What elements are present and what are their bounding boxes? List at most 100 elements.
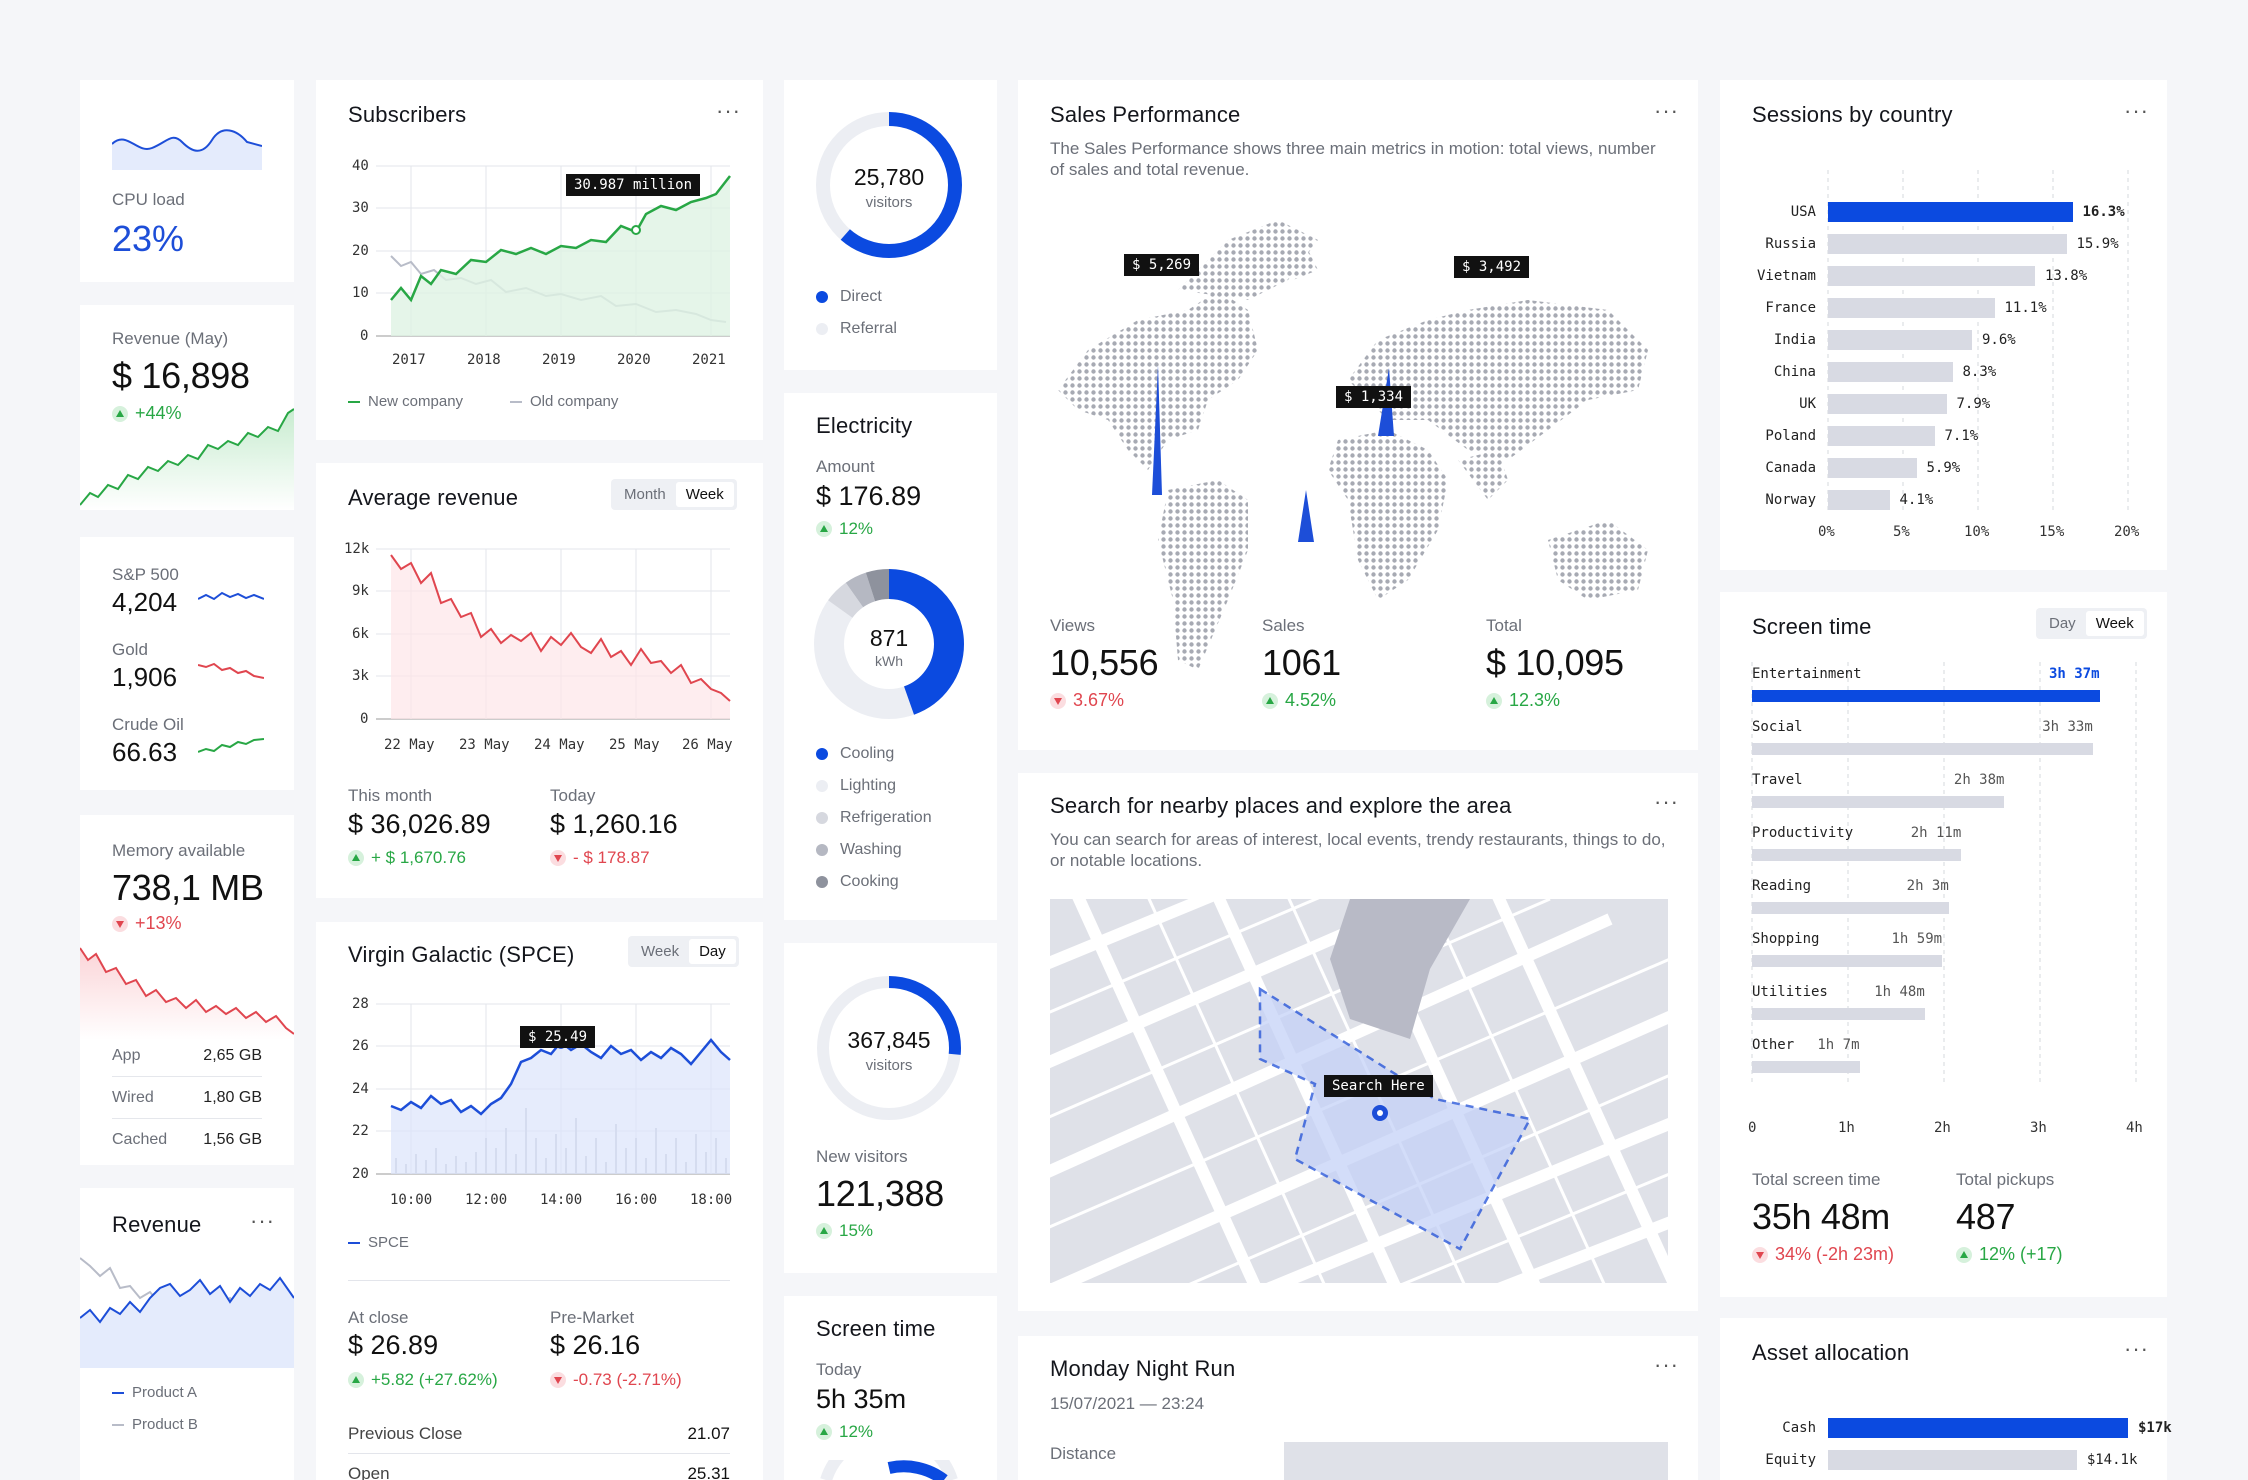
bar-value: 3h 33m	[2042, 719, 2093, 735]
cpu-card: CPU load 23%	[80, 80, 294, 282]
arrow-up-icon	[1486, 692, 1502, 709]
more-icon[interactable]: ···	[716, 98, 741, 123]
new-visitors-change: 15%	[816, 1221, 873, 1241]
world-map	[1058, 220, 1648, 670]
bar-value: 2h 3m	[1906, 878, 1949, 894]
bar-label: Canada	[1765, 460, 1816, 476]
x-tick: 2h	[1934, 1120, 1951, 1136]
y-tick: 40	[352, 158, 369, 174]
search-area-card: Search for nearby places and explore the…	[1018, 773, 1698, 1311]
views-label: Views	[1050, 616, 1096, 635]
bar	[1828, 202, 2073, 222]
row-value: 2,65 GB	[203, 1047, 262, 1064]
arrow-up-icon	[1262, 692, 1278, 709]
bar-value: 7.9%	[1956, 396, 1991, 412]
total-screen-time-label: Total screen time	[1752, 1170, 1881, 1189]
row-value: 1,56 GB	[203, 1131, 262, 1148]
oil-sparkline	[198, 738, 264, 753]
x-tick: 12:00	[465, 1192, 508, 1208]
bar-value: 16.3%	[2082, 204, 2125, 220]
tab-week[interactable]: Week	[675, 482, 734, 507]
screen-time-donut	[820, 1460, 958, 1480]
bar	[1752, 690, 2100, 702]
market-label-sp: S&P 500	[112, 565, 179, 584]
bar-label: Utilities	[1752, 984, 1828, 1000]
markets-card: S&P 500 4,204 Gold 1,906 Crude Oil 66.63	[80, 537, 294, 790]
bar-label: Other	[1752, 1037, 1795, 1053]
y-tick: 12k	[344, 541, 370, 557]
this-month-value: $ 36,026.89	[348, 809, 491, 839]
bar-value: 4.1%	[1899, 492, 1934, 508]
bar-value: $14.1k	[2086, 1452, 2138, 1468]
total-change: 12.3%	[1486, 690, 1560, 711]
bar	[1828, 234, 2067, 254]
screen-time-card: Screen time Day Week Entertainment 3h 37m…	[1720, 592, 2167, 1297]
more-icon[interactable]: ···	[1654, 98, 1679, 123]
more-icon[interactable]: ···	[1654, 1352, 1679, 1377]
virgin-title: Virgin Galactic (SPCE)	[348, 942, 575, 967]
row-value: 25.31	[687, 1464, 730, 1480]
average-revenue-card: Average revenue Month Week 12k 9k 6k 3k …	[316, 463, 763, 898]
change-text: +13%	[135, 913, 182, 933]
new-visitors-card: 367,845 visitors New visitors 121,388 15…	[784, 943, 997, 1273]
bar-value: 7.1%	[1944, 428, 1979, 444]
row-label: Previous Close	[348, 1424, 463, 1443]
y-tick: 20	[352, 1166, 369, 1182]
change-text: +44%	[135, 403, 182, 423]
bar-label: Cash	[1782, 1420, 1816, 1436]
row-value: 1,80 GB	[203, 1089, 262, 1106]
open-row: Open 25.31	[348, 1456, 730, 1480]
virgin-tooltip: $ 25.49	[520, 1026, 596, 1048]
bar	[1828, 394, 1947, 414]
tab-week[interactable]: Week	[2085, 611, 2144, 636]
bar-value: 11.1%	[2004, 300, 2047, 316]
x-tick: 23 May	[459, 737, 510, 753]
legend-spce: SPCE	[348, 1234, 409, 1251]
y-tick: 0	[360, 711, 369, 727]
tab-day[interactable]: Day	[2049, 615, 2076, 632]
at-close-change: +5.82 (+27.62%)	[348, 1370, 498, 1390]
x-tick: 10:00	[390, 1192, 433, 1208]
electricity-title: Electricity	[816, 413, 913, 438]
divider	[348, 1280, 730, 1281]
sales-value: 1061	[1262, 642, 1341, 683]
bar-value: 2h 11m	[1910, 825, 1962, 841]
search-description: You can search for areas of interest, lo…	[1050, 830, 1666, 870]
electricity-donut	[814, 569, 964, 719]
arrow-up-icon	[112, 405, 128, 422]
new-visitors-label: New visitors	[816, 1147, 908, 1166]
legend-old-company: Old company	[510, 393, 618, 410]
revenue-may-value: $ 16,898	[112, 355, 250, 396]
bar-value: 13.8%	[2045, 268, 2088, 284]
search-here-pin-label[interactable]: Search Here	[1324, 1075, 1433, 1097]
sales-label: Sales	[1262, 616, 1305, 635]
donut-unit: kWh	[875, 653, 903, 669]
tab-week[interactable]: Week	[641, 943, 680, 960]
memory-change: +13%	[112, 913, 182, 934]
y-tick: 30	[352, 200, 369, 216]
run-date: 15/07/2021 — 23:24	[1050, 1394, 1205, 1413]
views-change: 3.67%	[1050, 690, 1124, 711]
subscribers-tooltip: 30.987 million	[566, 174, 701, 196]
sales-performance-card: Sales Performance ··· The Sales Performa…	[1018, 80, 1698, 750]
more-icon[interactable]: ···	[2124, 1336, 2149, 1361]
bar-label: Norway	[1765, 492, 1816, 508]
new-visitors-donut	[817, 976, 961, 1120]
memory-value: 738,1 MB	[112, 867, 264, 908]
more-icon[interactable]: ···	[250, 1208, 275, 1233]
prev-close-row: Previous Close 21.07	[348, 1412, 730, 1454]
x-tick: 2018	[467, 352, 501, 368]
electricity-card: Electricity Amount $ 176.89 12% 871 kWh …	[784, 393, 997, 920]
tab-day[interactable]: Day	[689, 939, 736, 964]
arrow-up-icon	[816, 1424, 832, 1440]
bar-label: France	[1765, 300, 1816, 316]
bar	[1828, 1450, 2077, 1470]
memory-label: Memory available	[112, 841, 246, 860]
bar	[1828, 426, 1935, 446]
more-icon[interactable]: ···	[1654, 789, 1679, 814]
run-title: Monday Night Run	[1050, 1356, 1236, 1381]
tab-month[interactable]: Month	[624, 486, 666, 503]
this-month-change: + $ 1,670.76	[348, 848, 466, 868]
y-tick: 26	[352, 1038, 369, 1054]
legend-new-company: New company	[348, 393, 463, 410]
